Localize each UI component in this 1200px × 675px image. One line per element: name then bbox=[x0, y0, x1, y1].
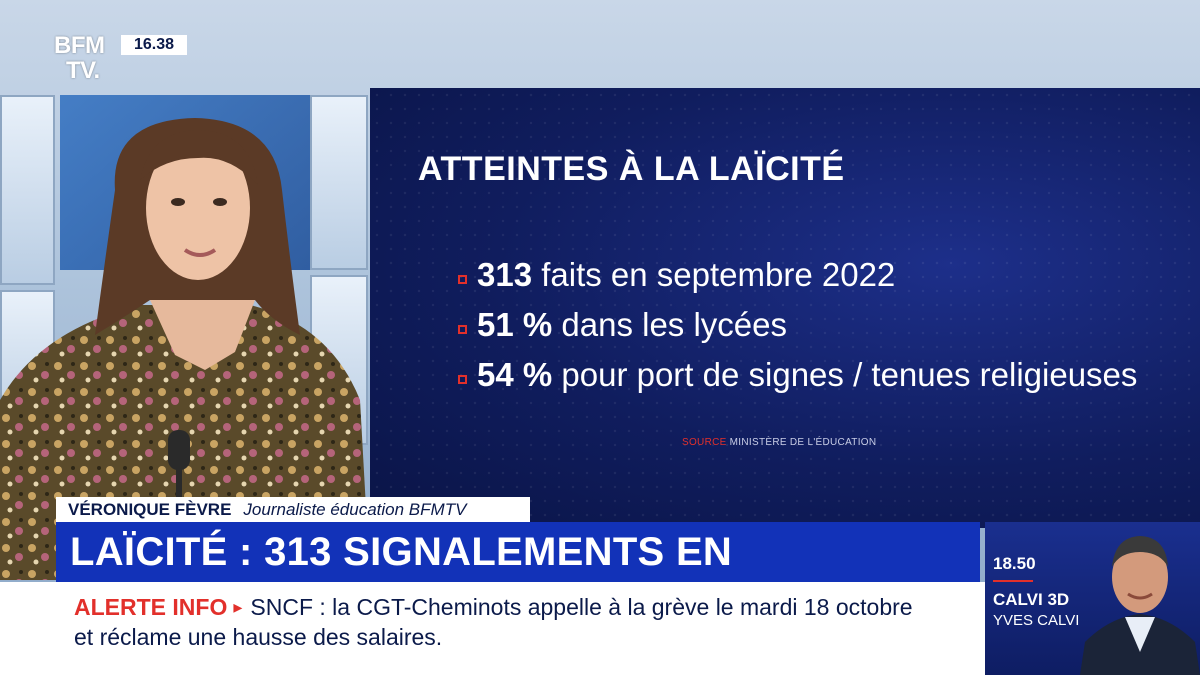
stat-bullet: 54 % pour port de signes / tenues religi… bbox=[458, 356, 1137, 394]
headline-banner: LAÏCITÉ : 313 SIGNALEMENTS EN SEPTEMBRE bbox=[56, 522, 980, 634]
studio-window bbox=[310, 95, 368, 270]
logo-text: BFM bbox=[54, 32, 105, 59]
stat-text: dans les lycées bbox=[552, 306, 788, 343]
ticker-line: ALERTE INFO ▸ SNCF : la CGT-Cheminots appe… bbox=[74, 594, 913, 621]
clock: 16.38 bbox=[121, 35, 187, 55]
speaker-role: Journaliste éducation BFMTV bbox=[243, 499, 467, 519]
logo-text: TV. bbox=[66, 57, 100, 84]
bullet-square-icon bbox=[458, 275, 467, 284]
source-label: SOURCE bbox=[682, 437, 727, 448]
bfmtv-logo: BFM TV. bbox=[52, 32, 116, 86]
stat-text: faits en septembre 2022 bbox=[532, 256, 896, 293]
graphic-title: ATTEINTES À LA LAÏCITÉ bbox=[418, 150, 845, 188]
news-ticker: ALERTE INFO ▸ SNCF : la CGT-Cheminots appe… bbox=[0, 582, 985, 675]
stat-bullet: 51 % dans les lycées bbox=[458, 306, 787, 344]
next-program-host: YVES CALVI bbox=[993, 612, 1080, 629]
bullet-square-icon bbox=[458, 325, 467, 334]
arrow-icon: ▸ bbox=[233, 597, 243, 617]
stats-graphic: ATTEINTES À LA LAÏCITÉ 313 faits en sept… bbox=[370, 88, 1200, 528]
next-program-title: CALVI 3D bbox=[993, 590, 1070, 609]
ticker-text: SNCF : la CGT-Cheminots appelle à la grè… bbox=[250, 594, 913, 620]
dot-pattern bbox=[370, 88, 1200, 528]
stat-value: 313 bbox=[477, 256, 533, 293]
ticker-line: et réclame une hausse des salaires. bbox=[74, 624, 443, 650]
stat-bullet: 313 faits en septembre 2022 bbox=[458, 256, 895, 294]
stat-text: pour port de signes / tenues religieuses bbox=[552, 356, 1138, 393]
source-credit: SOURCE MINISTÈRE DE L'ÉDUCATION bbox=[682, 437, 876, 448]
next-program-time: 18.50 bbox=[993, 554, 1036, 573]
stat-value: 54 % bbox=[477, 356, 553, 393]
studio-window bbox=[0, 95, 55, 285]
next-program-box: 18.50 CALVI 3D YVES CALVI bbox=[985, 522, 1200, 675]
host-photo bbox=[1080, 536, 1200, 675]
bullet-square-icon bbox=[458, 375, 467, 384]
alert-label: ALERTE INFO bbox=[74, 594, 228, 620]
stat-value: 51 % bbox=[477, 306, 553, 343]
source-text: MINISTÈRE DE L'ÉDUCATION bbox=[726, 437, 877, 448]
speaker-name-tag: VÉRONIQUE FÈVRE Journaliste éducation BF… bbox=[56, 497, 530, 522]
speaker-name: VÉRONIQUE FÈVRE bbox=[68, 499, 232, 519]
divider bbox=[993, 580, 1033, 582]
